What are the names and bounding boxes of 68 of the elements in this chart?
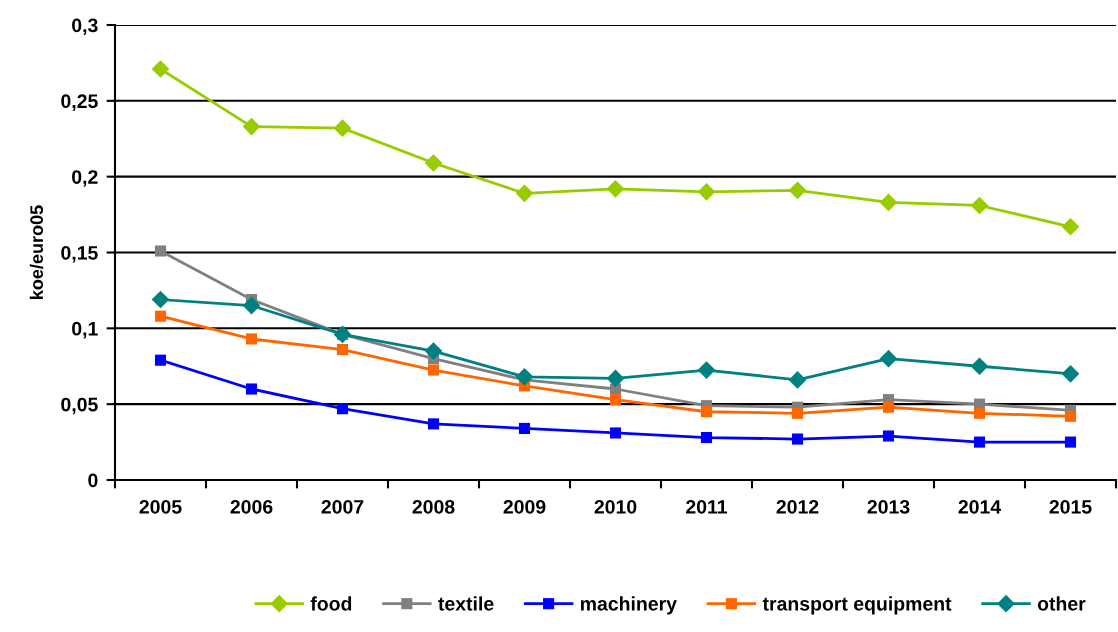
point — [242, 117, 261, 136]
point — [609, 427, 622, 439]
point — [882, 430, 895, 442]
point — [154, 354, 167, 366]
point — [791, 407, 804, 419]
x-tick-label: 2007 — [321, 499, 364, 514]
point — [879, 193, 898, 212]
point — [515, 184, 534, 203]
point — [700, 406, 713, 418]
x-tick-label: 2013 — [867, 499, 910, 514]
x-tick-label: 2011 — [686, 499, 728, 514]
legend-label: machinery — [581, 596, 677, 615]
x-tick-label: 2010 — [594, 499, 637, 514]
point — [154, 310, 167, 322]
point — [336, 344, 349, 356]
point — [788, 371, 807, 389]
point — [424, 342, 443, 360]
point — [245, 383, 258, 395]
y-tick-label: 0,15 — [61, 245, 98, 263]
x-tick-label: 2005 — [139, 499, 182, 514]
point — [518, 422, 531, 434]
point — [609, 394, 622, 406]
legend-label: transport equipment — [762, 596, 952, 615]
point — [333, 325, 352, 344]
point — [791, 433, 804, 445]
point — [1064, 410, 1077, 422]
y-tick-label: 0,2 — [72, 170, 98, 187]
legend-label: other — [1037, 596, 1086, 611]
y-tick-label: 0,05 — [61, 397, 98, 415]
point — [424, 154, 443, 172]
point — [1061, 217, 1080, 236]
x-tick-label: 2014 — [958, 499, 1002, 514]
y-tick-label: 0,3 — [72, 18, 98, 36]
y-tick-label: 0,25 — [61, 94, 98, 111]
x-tick-label: 2009 — [503, 499, 546, 514]
x-tick-label: 2015 — [1049, 499, 1092, 514]
point — [882, 401, 895, 413]
point — [697, 182, 716, 201]
point — [427, 418, 440, 430]
point — [336, 403, 349, 415]
point — [973, 436, 986, 448]
point — [151, 290, 170, 309]
point — [333, 119, 352, 137]
point — [697, 361, 716, 379]
point — [427, 364, 440, 376]
y-tick-label: 0 — [88, 473, 98, 488]
point — [242, 296, 261, 315]
point — [879, 349, 898, 368]
point — [154, 245, 167, 257]
point — [700, 431, 713, 444]
point — [606, 369, 625, 388]
point — [970, 196, 989, 215]
point — [245, 333, 258, 345]
point — [151, 60, 170, 78]
y-axis-title: koe/euro05 — [29, 205, 44, 299]
y-tick-label: 0,1 — [72, 321, 98, 339]
point — [606, 179, 625, 198]
point — [973, 407, 986, 419]
point — [970, 357, 989, 376]
point — [515, 368, 534, 386]
legend-label: food — [310, 596, 352, 611]
legend-label: textile — [438, 596, 494, 611]
point — [1064, 436, 1077, 448]
x-tick-label: 2006 — [230, 499, 273, 514]
point — [788, 181, 807, 200]
x-tick-label: 2008 — [412, 499, 455, 514]
x-tick-label: 2012 — [776, 499, 819, 514]
point — [1061, 364, 1080, 383]
